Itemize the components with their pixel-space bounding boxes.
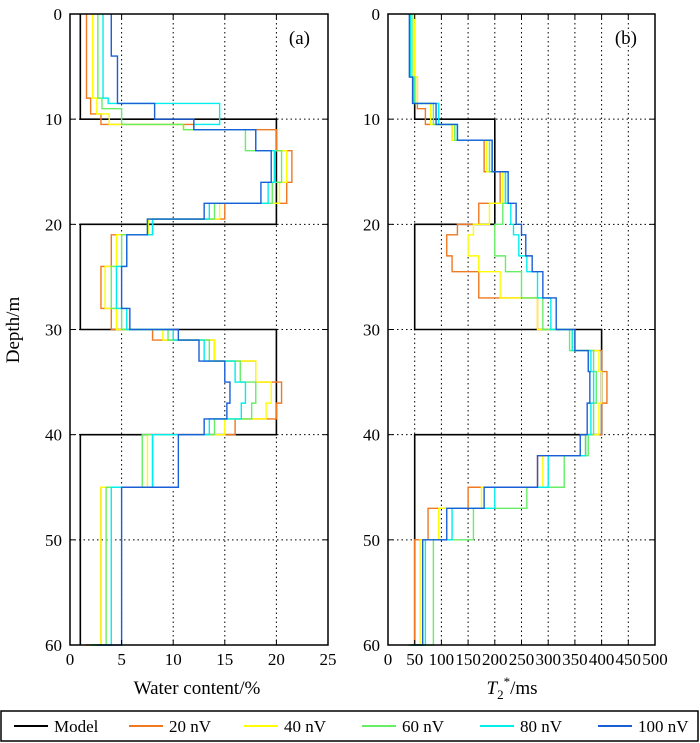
panel-letter: (a): [289, 28, 310, 49]
series-line-100-nv: [96, 14, 272, 646]
x-tick-label: 300: [535, 650, 561, 669]
y-tick-label: 10: [45, 110, 62, 129]
legend-entry-label: 20 nV: [169, 717, 212, 736]
x-tick-label: 400: [589, 650, 615, 669]
x-tick-label: 250: [509, 650, 535, 669]
panel-water-content: 0 5 10 15 20 25 0 10 20 30 40 50 60 (a): [45, 5, 337, 669]
series-line-model: [413, 14, 603, 645]
y-axis-title: Depth/m: [3, 297, 24, 364]
y-tick-label: 60: [45, 636, 62, 655]
y-tick-label: 0: [372, 5, 381, 24]
x-tick-label: 5: [117, 650, 126, 669]
y-tick-label: 20: [363, 215, 380, 234]
x-axis-title-b-unit: /ms: [510, 678, 537, 699]
x-axis-title-b: T2*/ms: [486, 674, 537, 702]
y-tick-label: 10: [363, 110, 380, 129]
x-axis-title-b-sup: *: [504, 674, 511, 689]
y-tick-label: 50: [45, 531, 62, 550]
x-tick-label: 25: [320, 650, 337, 669]
x-tick-label: 0: [66, 650, 75, 669]
x-tick-label: 500: [642, 650, 668, 669]
y-tick-label: 50: [363, 531, 380, 550]
panel-letter: (b): [615, 28, 637, 49]
x-tick-label: 200: [482, 650, 508, 669]
x-axis-title-a: Water content/%: [134, 678, 261, 699]
legend-frame: [0, 710, 699, 742]
x-tick-label: 100: [429, 650, 455, 669]
x-tick-label: 350: [562, 650, 588, 669]
legend-entry-label: 60 nV: [402, 717, 445, 736]
legend: Model 20 nV 40 nV 60 nV 80 nV 100 nV: [0, 710, 699, 742]
y-tick-label: 0: [54, 5, 63, 24]
x-tick-label: 450: [616, 650, 642, 669]
x-tick-label: 20: [268, 650, 285, 669]
y-tick-label: 30: [45, 321, 62, 340]
y-tick-label: 40: [45, 426, 62, 445]
series-line-60-nv: [411, 14, 597, 646]
x-tick-label: 10: [165, 650, 182, 669]
legend-entry-label: Model: [54, 717, 99, 736]
x-tick-label: 50: [406, 650, 423, 669]
legend-entry-label: 100 nV: [638, 717, 689, 736]
y-tick-label: 40: [363, 426, 380, 445]
y-tick-label: 20: [45, 215, 62, 234]
x-axis-title-b-main: T: [486, 678, 498, 699]
x-tick-label: 15: [216, 650, 233, 669]
x-tick-label: 150: [455, 650, 481, 669]
x-tick-label: 0: [384, 650, 393, 669]
series-line-100-nv: [408, 14, 591, 646]
legend-entry-label: 80 nV: [520, 717, 563, 736]
legend-entry-label: 40 nV: [284, 717, 327, 736]
y-tick-label: 60: [363, 636, 380, 655]
y-tick-label: 30: [363, 321, 380, 340]
x-axis-title-b-sub: 2: [497, 687, 504, 702]
panel-t2-relaxation: 0 50 100 150 200 250 300 350 400 450 500 0 10 20 30 40 5…: [363, 5, 668, 669]
